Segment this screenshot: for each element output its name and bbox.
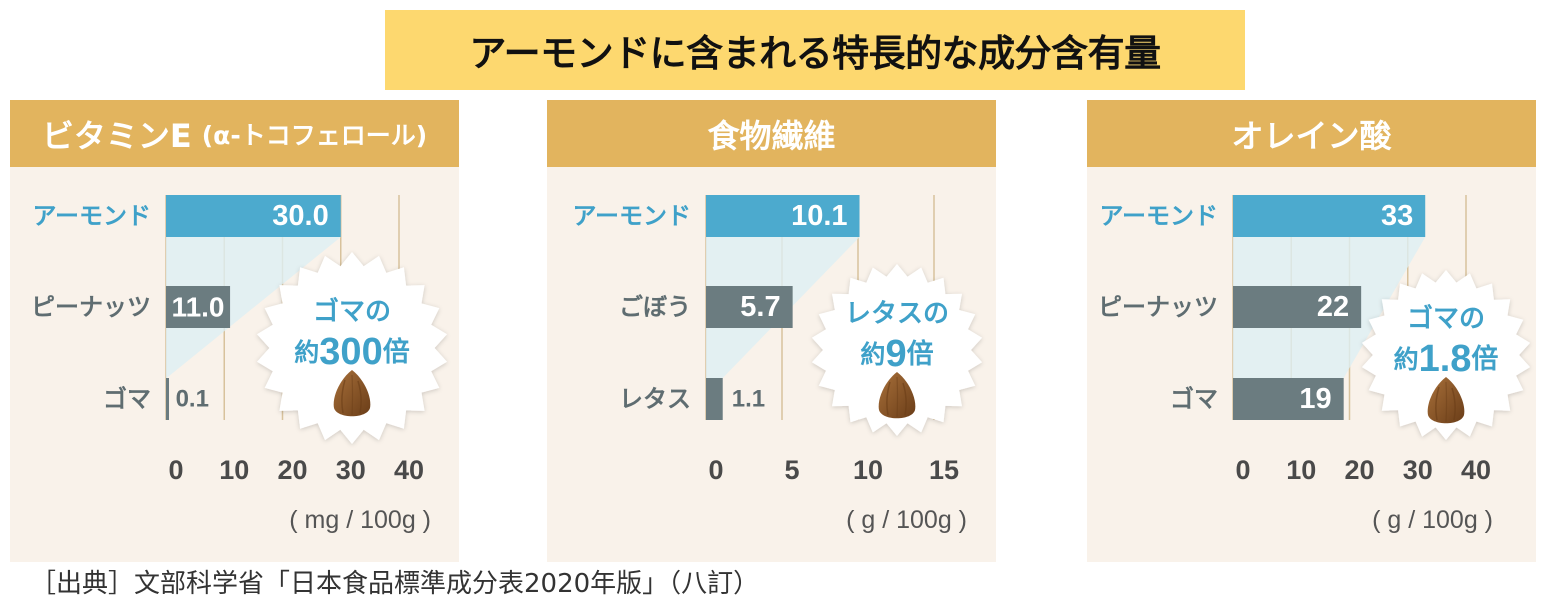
starburst-shape — [1361, 270, 1531, 440]
x-tick-label: 20 — [1344, 455, 1374, 485]
value-label: 10.1 — [791, 200, 847, 232]
almond-icon — [1427, 377, 1465, 424]
badge-ratio: 約9倍 — [860, 333, 933, 375]
category-label: アーモンド — [572, 202, 691, 230]
x-tick-label: 30 — [336, 455, 366, 485]
comparison-shading — [166, 237, 341, 378]
almond-texture — [357, 380, 362, 414]
almond-texture — [1451, 387, 1456, 421]
bar-row-1 — [1233, 195, 1426, 237]
badge-ratio: 約300倍 — [294, 331, 409, 373]
category-label: ゴマ — [103, 385, 151, 413]
almond-icon — [878, 372, 916, 419]
panel-title: 食物繊維 — [707, 116, 836, 155]
starburst-shape — [811, 264, 983, 436]
almond-icon — [333, 370, 371, 417]
value-label: 33 — [1381, 200, 1413, 232]
category-label: ピーナッツ — [1098, 293, 1218, 321]
badge-ratio-suffix: 倍 — [907, 338, 934, 370]
category-label: アーモンド — [1099, 202, 1218, 230]
badge-comparison-label: ゴマの — [1407, 303, 1485, 334]
starburst-shape — [257, 252, 447, 444]
value-label: 1.1 — [732, 386, 765, 413]
bar-row-3 — [166, 378, 169, 420]
category-label: ピーナッツ — [31, 293, 151, 321]
almond-texture — [1445, 381, 1448, 423]
x-tick-label: 0 — [168, 455, 183, 485]
value-label: 11.0 — [172, 292, 225, 323]
category-label: レタス — [619, 385, 691, 413]
badge-ratio-prefix: 約 — [1394, 345, 1419, 374]
source-note: ［出典］文部科学省「日本食品標準成分表2020年版」（八訂） — [30, 569, 760, 599]
panel-header: 食物繊維 — [547, 100, 996, 167]
value-label: 0.1 — [176, 386, 209, 413]
x-tick-label: 15 — [929, 455, 959, 485]
panel-title-note: (α-トコフェロール) — [201, 120, 428, 150]
badge-ratio-prefix: 約 — [294, 338, 319, 367]
x-tick-label: 10 — [219, 455, 249, 485]
badge-ratio-suffix: 倍 — [1471, 343, 1498, 375]
bar-row-2 — [1233, 286, 1362, 328]
x-axis-unit-label: ( g / 100g ) — [1372, 506, 1493, 534]
x-axis-unit-label: ( mg / 100g ) — [289, 506, 431, 534]
value-label: 30.0 — [272, 200, 328, 232]
panel-vitamin-e: ビタミンE (α-トコフェロール) アーモンド ピーナッツ ゴマ ゴマの 約300倍 30… — [10, 100, 459, 562]
value-label: 22 — [1317, 291, 1349, 323]
bar-row-2 — [166, 286, 231, 328]
almond-texture — [902, 382, 907, 416]
panel-title: オレイン酸 — [1231, 116, 1392, 155]
x-tick-label: 5 — [784, 455, 799, 485]
panel-title: ビタミンE — [41, 116, 192, 155]
panel-header: ビタミンE (α-トコフェロール) — [10, 100, 459, 167]
badge-ratio-value: 1.8 — [1419, 338, 1472, 380]
panel-oleic-acid: オレイン酸 アーモンドピーナッツゴマ ゴマの約1.8倍 33 22 19 0 10 20 30 4… — [1087, 100, 1536, 562]
x-tick-label: 30 — [1403, 455, 1433, 485]
panel-header: オレイン酸 — [1087, 100, 1536, 167]
x-tick-label: 40 — [1461, 455, 1491, 485]
almond-texture — [351, 374, 354, 416]
x-tick-label: 0 — [1235, 455, 1250, 485]
category-label: アーモンド — [32, 202, 151, 230]
x-axis-unit-label: ( g / 100g ) — [846, 506, 967, 534]
category-label: ゴマ — [1170, 385, 1218, 413]
almond-texture — [896, 376, 899, 418]
page-title: アーモンドに含まれる特長的な成分含有量 — [469, 32, 1161, 75]
category-label: ごぼう — [619, 293, 691, 321]
almond-texture — [886, 381, 891, 416]
badge-ratio-value: 9 — [885, 333, 906, 375]
badge-ratio: 約1.8倍 — [1394, 338, 1499, 380]
bar-row-3 — [1233, 378, 1344, 420]
value-label: 19 — [1299, 383, 1331, 415]
x-tick-label: 0 — [708, 455, 723, 485]
x-tick-label: 10 — [1286, 455, 1316, 485]
badge-ratio-prefix: 約 — [860, 340, 885, 369]
x-tick-label: 10 — [853, 455, 883, 485]
badge-ratio-value: 300 — [319, 331, 382, 373]
bar-row-2 — [706, 286, 793, 328]
title-banner: アーモンドに含まれる特長的な成分含有量 — [385, 10, 1245, 90]
badge-comparison-label: レタスの — [845, 299, 949, 329]
almond-texture — [341, 379, 346, 414]
bar-row-1 — [706, 195, 860, 237]
almond-texture — [1435, 386, 1440, 421]
bar-row-3 — [706, 378, 723, 420]
badge-comparison-label: ゴマの — [313, 296, 391, 327]
panel-dietary-fiber: 食物繊維 アーモンドごぼうレタス レタスの約9倍 10.1 5.7 1.1 0 5 10 15 (… — [547, 100, 996, 562]
x-tick-label: 40 — [394, 455, 424, 485]
bar-row-1 — [166, 195, 341, 237]
x-tick-label: 20 — [277, 455, 307, 485]
badge-ratio-suffix: 倍 — [383, 336, 410, 368]
value-label: 5.7 — [740, 291, 780, 323]
